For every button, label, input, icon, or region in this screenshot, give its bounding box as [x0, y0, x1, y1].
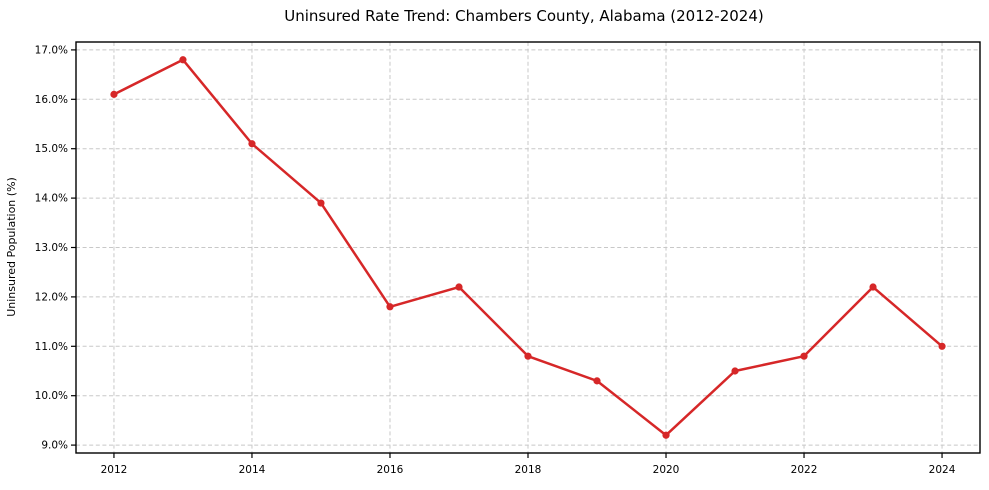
x-tick-label: 2012 [101, 464, 128, 476]
x-tick-label: 2020 [653, 464, 680, 476]
y-tick-label: 12.0% [35, 291, 68, 303]
x-tick-label: 2024 [929, 464, 956, 476]
data-point-marker [593, 377, 601, 385]
x-tick-label: 2022 [791, 464, 818, 476]
grid-layer [76, 42, 980, 453]
data-point-marker [386, 303, 394, 311]
data-point-marker [317, 199, 325, 207]
y-tick-label: 15.0% [35, 143, 68, 155]
y-tick-label: 14.0% [35, 193, 68, 205]
y-tick-label: 16.0% [35, 94, 68, 106]
data-point-marker [110, 90, 118, 98]
data-point-marker [662, 431, 670, 439]
y-tick-label: 11.0% [35, 341, 68, 353]
x-tick-label: 2016 [377, 464, 404, 476]
y-tick-label: 10.0% [35, 390, 68, 402]
y-axis-title: Uninsured Population (%) [5, 177, 18, 317]
tick-layer [71, 49, 943, 458]
y-tick-label: 17.0% [35, 44, 68, 56]
data-point-marker [731, 367, 739, 375]
data-point-marker [800, 352, 808, 360]
data-point-marker [179, 56, 187, 64]
chart-title: Uninsured Rate Trend: Chambers County, A… [284, 7, 764, 25]
data-point-marker [524, 352, 532, 360]
data-point-marker [248, 140, 256, 148]
data-point-marker [938, 342, 946, 350]
data-point-marker [869, 283, 877, 291]
x-tick-label: 2014 [239, 464, 266, 476]
data-point-marker [455, 283, 463, 291]
y-tick-label: 9.0% [41, 440, 68, 452]
y-tick-label: 13.0% [35, 242, 68, 254]
tick-label-layer: 9.0% 10.0% 11.0% 12.0% 13.0% 14.0% 15.0% 16.0% 1… [35, 44, 956, 476]
series-layer [110, 56, 946, 439]
x-tick-label: 2018 [515, 464, 542, 476]
